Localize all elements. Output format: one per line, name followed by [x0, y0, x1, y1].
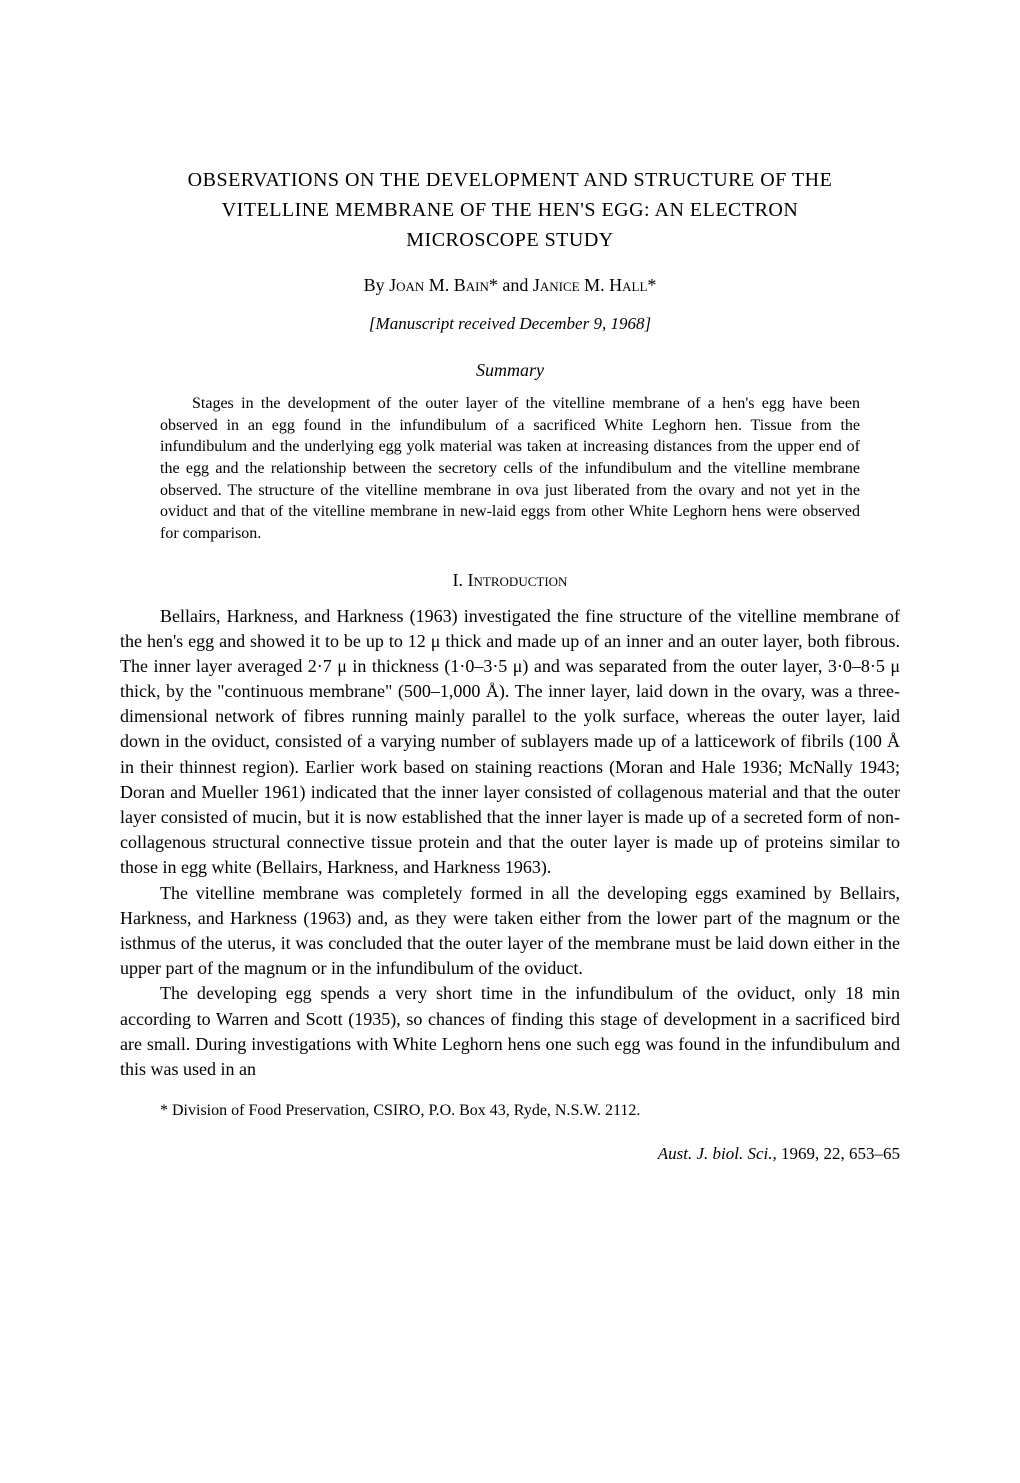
paragraph-2: The vitelline membrane was completely fo… — [120, 881, 900, 982]
journal-title: Aust. J. biol. Sci., — [658, 1144, 777, 1163]
author1-first: Joan — [389, 275, 424, 295]
summary-heading: Summary — [120, 358, 900, 383]
body-text: Bellairs, Harkness, and Harkness (1963) … — [120, 604, 900, 1083]
author1-last: Bain — [454, 275, 489, 295]
journal-reference: Aust. J. biol. Sci., 1969, 22, 653–65 — [120, 1142, 900, 1166]
title-line-1: OBSERVATIONS ON THE DEVELOPMENT AND STRU… — [188, 169, 833, 191]
summary-block: Stages in the development of the outer l… — [160, 393, 860, 544]
author1-mid: M. — [424, 275, 454, 295]
section-label: Introduction — [468, 570, 568, 590]
summary-text: Stages in the development of the outer l… — [160, 393, 860, 544]
title-line-2: VITELLINE MEMBRANE OF THE HEN'S EGG: AN … — [222, 199, 799, 221]
section-heading-introduction: I. Introduction — [120, 568, 900, 593]
paragraph-1: Bellairs, Harkness, and Harkness (1963) … — [120, 604, 900, 881]
title-line-3: MICROSCOPE STUDY — [406, 229, 613, 251]
author2-mid: M. — [580, 275, 610, 295]
asterisk-1: * — [489, 275, 498, 295]
and-word: and — [498, 275, 533, 295]
manuscript-received: [Manuscript received December 9, 1968] — [120, 312, 900, 336]
asterisk-2: * — [647, 275, 656, 295]
author2-last: Hall — [609, 275, 647, 295]
by-word: By — [364, 275, 390, 295]
journal-rest: 1969, 22, 653–65 — [777, 1144, 900, 1163]
paragraph-3: The developing egg spends a very short t… — [120, 981, 900, 1082]
paper-title: OBSERVATIONS ON THE DEVELOPMENT AND STRU… — [120, 165, 900, 255]
byline: By Joan M. Bain* and Janice M. Hall* — [120, 273, 900, 298]
author2-first: Janice — [533, 275, 580, 295]
section-roman: I. — [453, 570, 468, 590]
footnote: * Division of Food Preservation, CSIRO, … — [120, 1100, 900, 1122]
